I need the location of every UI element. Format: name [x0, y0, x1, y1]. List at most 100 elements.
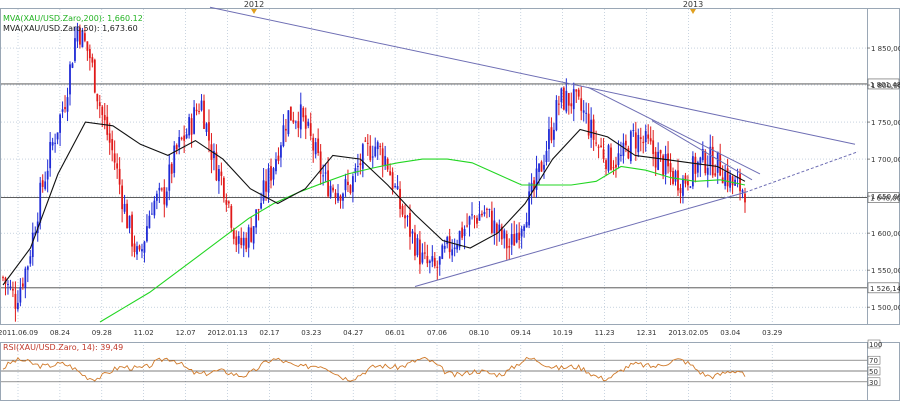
- candle-body: [503, 230, 506, 239]
- candle-body: [213, 150, 215, 159]
- candle-body: [356, 165, 359, 167]
- candle-body: [627, 148, 630, 159]
- candle-body: [113, 153, 116, 163]
- ma200-line: [99, 158, 746, 323]
- candle-body: [366, 142, 369, 144]
- candle-body: [255, 209, 258, 228]
- candle-body: [711, 146, 714, 176]
- candle-body: [173, 145, 176, 173]
- y-tick-label: 1 750,00: [871, 119, 900, 127]
- candle-body: [121, 185, 124, 210]
- candle-body: [446, 237, 449, 245]
- candle-body: [629, 131, 632, 162]
- candle-body: [639, 137, 642, 139]
- candle-body: [714, 173, 717, 176]
- candle-body: [16, 302, 19, 310]
- rsi-tick-tag: [867, 366, 881, 376]
- candle-body: [679, 187, 682, 194]
- candle-body: [513, 233, 516, 246]
- candle-body: [297, 121, 300, 128]
- candle-body: [183, 135, 186, 141]
- candle-body: [136, 246, 138, 255]
- candle-body: [371, 156, 374, 158]
- candle-body: [585, 112, 588, 114]
- candle-body: [577, 89, 580, 97]
- candle-body: [419, 239, 421, 265]
- candle-body: [441, 245, 444, 259]
- candle-body: [247, 227, 250, 248]
- trendline-lower: [414, 191, 746, 287]
- candle-body: [19, 287, 22, 303]
- moving-averages-layer: [2, 121, 746, 323]
- candle-body: [384, 156, 387, 166]
- candle-body: [498, 224, 501, 232]
- x-tick-label: 2011.06.09: [0, 329, 38, 337]
- candle-body: [210, 144, 213, 160]
- candle-body: [66, 97, 69, 112]
- candle-body: [287, 110, 290, 135]
- x-tick-label: 2013.02.05: [668, 329, 708, 337]
- candle-body: [543, 164, 545, 170]
- candle-body: [624, 140, 627, 146]
- candle-body: [74, 38, 76, 61]
- rsi-tick-label: 70: [869, 357, 878, 365]
- candle-body: [71, 63, 74, 68]
- candle-body: [41, 180, 44, 187]
- candle-body: [332, 187, 334, 191]
- candle-body: [518, 232, 521, 240]
- candle-body: [150, 213, 153, 215]
- rsi-tick-tag: [867, 355, 881, 365]
- candle-body: [555, 100, 558, 131]
- price-axis-pane: [867, 8, 900, 325]
- candle-body: [744, 193, 746, 203]
- candle-body: [451, 249, 454, 256]
- candle-body: [180, 137, 183, 139]
- candle-body: [245, 237, 248, 250]
- candle-body: [46, 170, 49, 180]
- candle-body: [232, 229, 235, 239]
- candle-body: [257, 209, 260, 211]
- candle-body: [414, 232, 416, 256]
- y-tick-label: 1 700,00: [871, 156, 900, 164]
- candle-body: [146, 226, 148, 242]
- candle-body: [674, 171, 677, 182]
- main-pane: [0, 8, 868, 325]
- level-label: 1 648,00: [870, 195, 900, 203]
- candle-body: [165, 191, 168, 206]
- candle-body: [376, 142, 379, 150]
- candle-body: [126, 203, 128, 229]
- candle-body: [168, 164, 171, 191]
- x-tick-label: 11.02: [134, 329, 154, 337]
- legend-ma50: MVA(XAU/USD.Zaro,50): 1,673.60: [3, 24, 138, 33]
- candle-body: [349, 185, 352, 194]
- candle-body: [265, 181, 267, 192]
- candle-body: [103, 115, 106, 121]
- candle-body: [716, 151, 719, 173]
- candle-body: [404, 215, 406, 219]
- candle-body: [548, 129, 550, 150]
- candle-body: [302, 107, 305, 118]
- candle-body: [21, 283, 24, 287]
- candle-body: [560, 88, 563, 103]
- x-tick-label: 12.31: [636, 329, 656, 337]
- x-tick-label: 06.01: [385, 329, 405, 337]
- candle-body: [160, 188, 163, 190]
- year-label-2013: 2013: [683, 0, 703, 9]
- candle-body: [466, 225, 468, 227]
- candle-body: [175, 145, 178, 150]
- candle-body: [270, 166, 272, 181]
- candle-body: [347, 181, 349, 185]
- x-tick-label: 02.17: [259, 329, 279, 337]
- candle-body: [490, 210, 493, 233]
- candle-body: [155, 193, 158, 201]
- candle-body: [242, 237, 245, 246]
- candle-body: [741, 190, 744, 193]
- candle-body: [178, 137, 181, 148]
- candle-body: [294, 121, 297, 123]
- candle-body: [421, 252, 424, 263]
- candle-body: [394, 186, 396, 188]
- candle-body: [448, 236, 451, 253]
- horizontal-lines-layer: 1 801,48 1 648,00 1 526,14: [1, 78, 900, 294]
- candle-body: [620, 154, 622, 156]
- candle-body: [550, 127, 553, 141]
